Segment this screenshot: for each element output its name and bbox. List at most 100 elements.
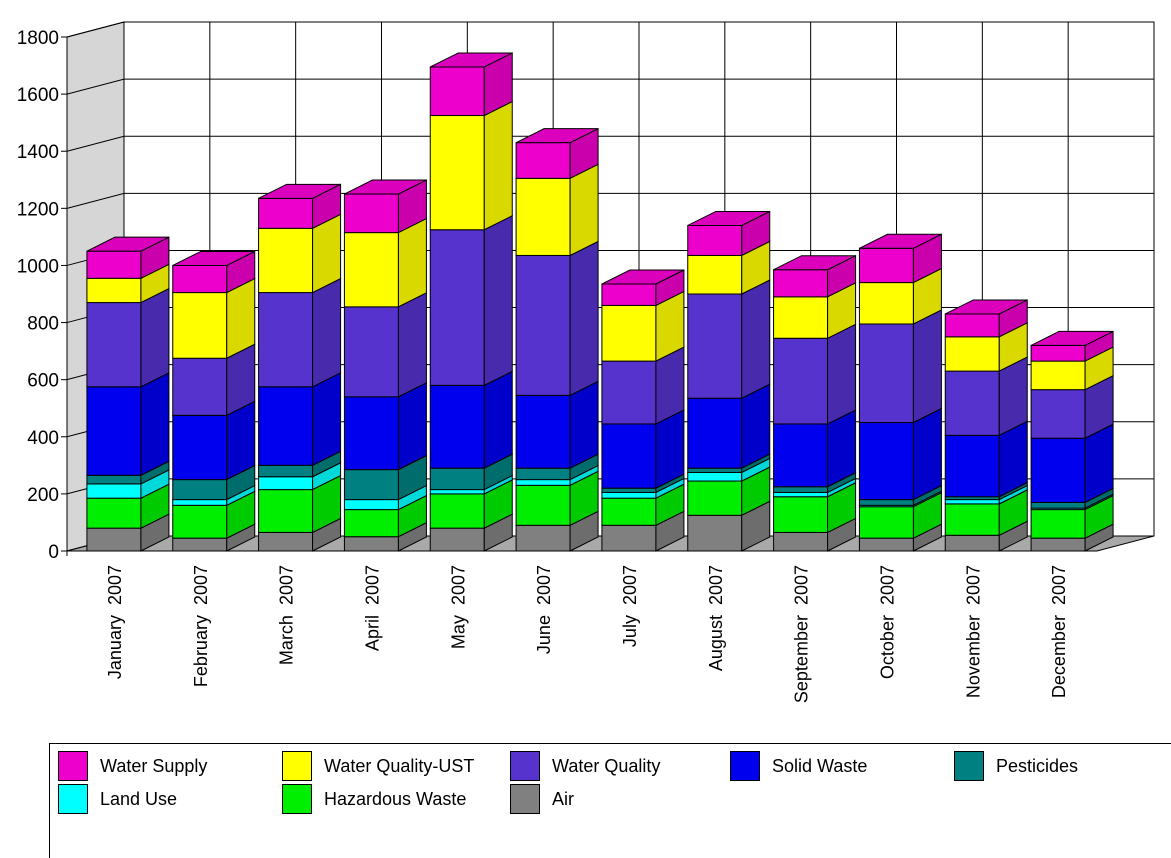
legend-label: Water Supply — [100, 755, 208, 776]
y-tick-label: 1800 — [17, 28, 59, 49]
bar-segment — [86, 386, 142, 476]
bar-segment — [858, 323, 914, 424]
bar-segment — [1030, 537, 1086, 552]
bar-segment — [515, 467, 571, 481]
bar-segment — [773, 486, 829, 493]
bar-segment — [1030, 344, 1086, 362]
x-tick-label: April 2007 — [362, 565, 382, 651]
bar-segment-side — [827, 323, 857, 425]
bar-segment-side — [741, 279, 771, 400]
legend-item: Water Quality-UST — [282, 749, 474, 783]
bar-segment — [773, 337, 829, 425]
bar-segment-side — [483, 100, 513, 231]
bar-segment — [172, 357, 228, 416]
legend-item: Solid Waste — [730, 749, 867, 783]
bar-segment — [86, 277, 142, 304]
bar-segment — [601, 423, 657, 489]
bar-segment — [258, 476, 314, 491]
bar-top — [172, 250, 255, 266]
bar-segment — [172, 479, 228, 501]
bar-segment — [172, 292, 228, 359]
bar-segment — [1030, 389, 1086, 439]
bar-segment — [258, 464, 314, 478]
y-tick-label: 0 — [48, 542, 59, 563]
legend-swatch — [730, 751, 760, 781]
bar-stack — [687, 210, 771, 552]
bar-segment — [258, 531, 314, 552]
bar-segment — [258, 227, 314, 294]
bar-segment — [944, 534, 1000, 552]
bar-top — [344, 179, 427, 195]
bar-segment — [687, 471, 743, 482]
x-tick-label: December 2007 — [1049, 565, 1069, 698]
legend-label: Air — [552, 788, 574, 809]
bar-segment — [86, 527, 142, 552]
bar-segment-side — [483, 370, 513, 469]
bar-top — [258, 183, 341, 199]
legend-label: Hazardous Waste — [324, 788, 467, 809]
legend-item: Air — [510, 782, 574, 816]
bar-segment — [601, 487, 657, 493]
bar-segment — [172, 499, 228, 506]
legend-swatch — [510, 784, 540, 814]
y-tick-label: 1600 — [17, 85, 59, 106]
bar-segment — [601, 497, 657, 526]
bar-segment — [343, 509, 399, 538]
legend-item: Pesticides — [954, 749, 1078, 783]
bar-segment — [343, 396, 399, 471]
legend-swatch — [282, 784, 312, 814]
bar-segment-side — [397, 292, 427, 398]
legend-swatch — [282, 751, 312, 781]
bar-segment — [858, 247, 914, 284]
bar-segment-side — [912, 309, 942, 424]
bar-segment — [944, 503, 1000, 536]
bar-segment — [601, 524, 657, 552]
bar-top — [430, 52, 513, 68]
bar-segment — [944, 499, 1000, 505]
legend-label: Water Quality-UST — [324, 755, 475, 776]
legend-label: Pesticides — [996, 755, 1079, 776]
bar-stack — [515, 127, 599, 552]
bar-stack — [601, 269, 685, 552]
bar-segment — [429, 527, 485, 552]
bar-segment — [172, 504, 228, 539]
bar-stack — [343, 179, 427, 552]
bar-top — [687, 210, 770, 226]
bar-segment — [515, 524, 571, 552]
bar-segment-side — [741, 383, 771, 469]
bar-segment — [687, 224, 743, 256]
y-tick-label: 600 — [27, 371, 59, 392]
bar-segment — [86, 302, 142, 388]
bar-stack — [773, 254, 857, 552]
bar-segment — [773, 296, 829, 339]
bar-segment — [258, 489, 314, 533]
bars — [86, 52, 1114, 552]
x-tick-label: October 2007 — [877, 565, 897, 679]
bar-top — [859, 233, 942, 249]
legend-swatch — [510, 751, 540, 781]
bar-stack — [858, 233, 942, 552]
bar-segment — [601, 491, 657, 499]
x-tick-label: February 2007 — [191, 565, 211, 687]
bar-segment — [86, 497, 142, 529]
x-tick-label: May 2007 — [448, 565, 468, 649]
bar-segment — [515, 177, 571, 256]
bar-top — [86, 236, 170, 252]
bar-segment — [86, 483, 142, 499]
bar-segment — [1030, 509, 1086, 539]
bar-segment — [687, 397, 743, 469]
bar-segment — [858, 422, 914, 501]
legend-label: Water Quality — [552, 755, 661, 776]
bar-stack — [944, 299, 1028, 552]
bar-segment — [773, 423, 829, 488]
bar-segment-side — [397, 217, 427, 308]
bar-stack — [429, 52, 513, 552]
bar-segment — [773, 491, 829, 498]
bar-segment-side — [569, 380, 599, 469]
bar-segment — [601, 283, 657, 306]
axis-labels: 0 200 400 600 800 1000 1200 1400 1600 1800 January… — [17, 28, 1069, 703]
y-tick-label: 1400 — [17, 142, 59, 163]
bar-segment — [601, 304, 657, 362]
legend-item: Land Use — [58, 782, 177, 816]
bar-top — [945, 299, 1028, 315]
